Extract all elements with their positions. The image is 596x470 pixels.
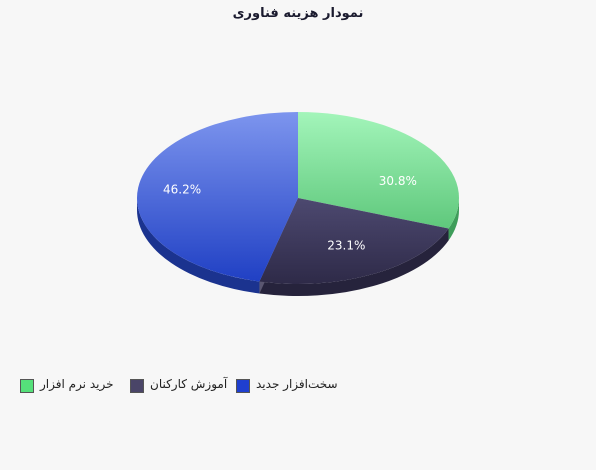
legend-swatch bbox=[130, 379, 144, 393]
pie-slice-side bbox=[137, 198, 260, 294]
pie-slice[interactable] bbox=[259, 198, 449, 284]
pie-slice-label: 23.1% bbox=[327, 238, 365, 252]
legend-label: سخت‌افزار جدید bbox=[256, 377, 338, 391]
legend: خرید نرم افزار آموزش کارکنان سخت‌افزار جدی… bbox=[0, 376, 596, 400]
legend-swatch bbox=[236, 379, 250, 393]
pie-slices bbox=[136, 112, 460, 284]
pie-slice-label: 30.8% bbox=[379, 174, 417, 188]
chart-title: نمودار هزینه فناوری bbox=[232, 6, 364, 21]
legend-swatch bbox=[20, 379, 34, 393]
legend-item: سخت‌افزار جدید bbox=[236, 376, 346, 396]
legend-label: آموزش کارکنان bbox=[150, 377, 228, 391]
pie-slice[interactable] bbox=[136, 112, 298, 282]
legend-item: آموزش کارکنان bbox=[130, 376, 240, 396]
pie-slice-label: 46.2% bbox=[163, 182, 201, 196]
pie-slice-side bbox=[259, 228, 449, 296]
legend-item: خرید نرم افزار bbox=[20, 376, 130, 396]
pie-slice[interactable] bbox=[298, 112, 460, 229]
legend-label: خرید نرم افزار bbox=[40, 377, 114, 391]
pie-labels: 30.8% 23.1% 46.2% bbox=[163, 174, 417, 253]
pie-slice-side bbox=[448, 198, 459, 241]
